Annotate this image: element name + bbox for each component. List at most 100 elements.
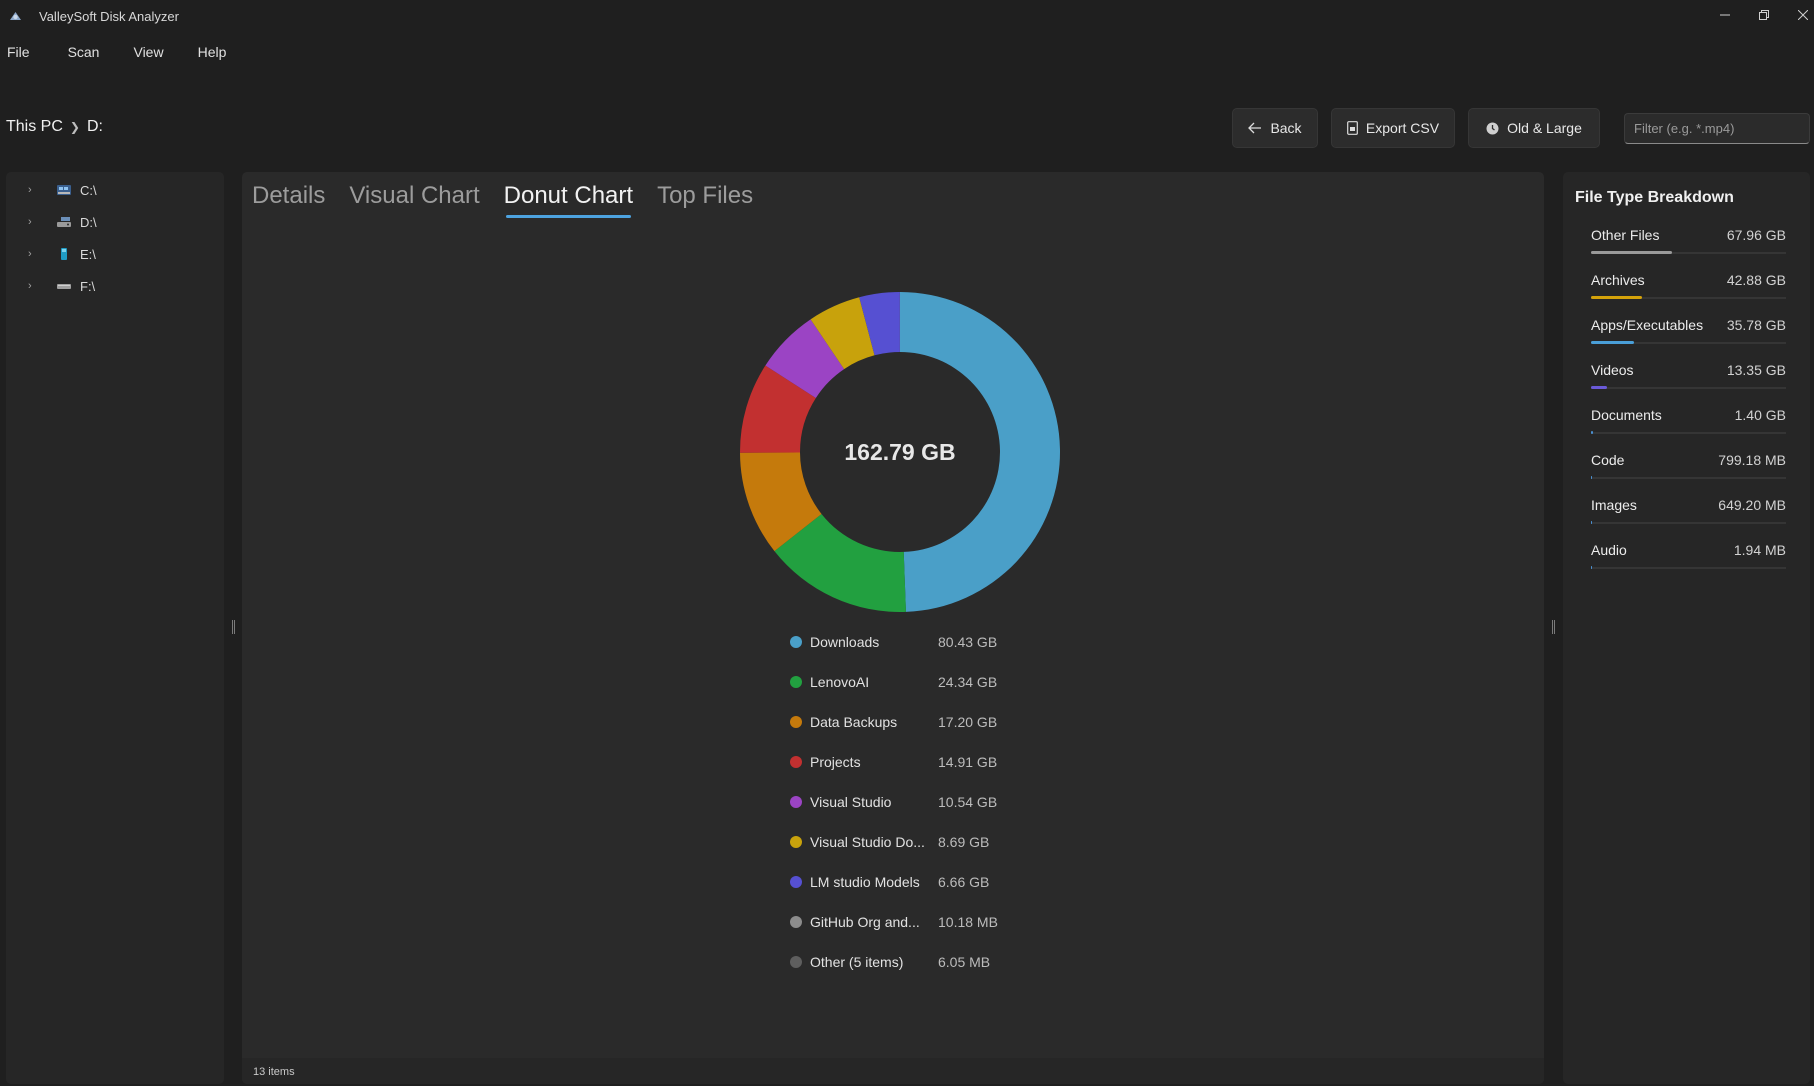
- donut-slice-0[interactable]: [900, 292, 1061, 612]
- file-type-row[interactable]: Archives 42.88 GB: [1591, 272, 1786, 312]
- app-title: ValleySoft Disk Analyzer: [39, 9, 179, 24]
- file-type-bar: [1591, 521, 1786, 524]
- donut-slice-6[interactable]: [859, 292, 900, 356]
- file-type-size: 649.20 MB: [1718, 497, 1786, 513]
- legend-size: 6.05 MB: [938, 954, 991, 970]
- legend-size: 10.54 GB: [938, 794, 998, 810]
- removable-drive-icon: [57, 284, 71, 289]
- tab-details[interactable]: Details: [252, 182, 326, 209]
- donut-slice-2[interactable]: [740, 452, 822, 552]
- tab-visual-chart[interactable]: Visual Chart: [349, 182, 480, 209]
- file-type-title: File Type Breakdown: [1575, 189, 1734, 206]
- menu-scan[interactable]: Scan: [67, 44, 100, 60]
- file-type-bar: [1591, 566, 1786, 569]
- file-type-bar-fill: [1591, 521, 1592, 524]
- file-type-size: 42.88 GB: [1726, 272, 1786, 288]
- chevron-right-icon[interactable]: ›: [28, 248, 32, 260]
- menu-view[interactable]: View: [133, 44, 164, 60]
- chevron-right-icon[interactable]: ›: [28, 184, 32, 196]
- file-type-bar: [1591, 431, 1786, 434]
- legend-item: GitHub Org and... 10.18 MB: [790, 912, 1030, 932]
- arrow-left-icon: [1248, 122, 1262, 134]
- legend-name: LenovoAI: [810, 674, 870, 690]
- donut-slice-3[interactable]: [740, 365, 816, 453]
- close-button[interactable]: [1780, 0, 1814, 30]
- legend-name: Downloads: [810, 634, 880, 650]
- file-type-row[interactable]: Videos 13.35 GB: [1591, 362, 1786, 402]
- legend-name: Visual Studio Do...: [810, 834, 925, 850]
- legend-size: 14.91 GB: [938, 754, 998, 770]
- export-csv-label: Export CSV: [1365, 120, 1440, 136]
- file-type-row[interactable]: Images 649.20 MB: [1591, 497, 1786, 537]
- file-type-row[interactable]: Apps/Executables 35.78 GB: [1591, 317, 1786, 357]
- tree-item-c[interactable]: › C:\: [28, 180, 97, 200]
- legend-size: 17.20 GB: [938, 714, 998, 730]
- legend-item: Downloads 80.43 GB: [790, 632, 1030, 652]
- tree-item-f[interactable]: › F:\: [28, 276, 95, 296]
- right-splitter-handle[interactable]: [1552, 620, 1555, 634]
- restore-button[interactable]: [1741, 0, 1787, 30]
- file-type-size: 13.35 GB: [1726, 362, 1786, 378]
- legend-name: LM studio Models: [810, 874, 920, 890]
- donut-chart-svg: [740, 292, 1061, 612]
- file-type-size: 67.96 GB: [1726, 227, 1786, 243]
- file-type-name: Documents: [1591, 407, 1662, 423]
- file-type-bar-fill: [1591, 431, 1593, 434]
- file-type-name: Code: [1591, 452, 1625, 468]
- title-bar: ValleySoft Disk Analyzer: [0, 0, 1814, 34]
- legend-dot: [790, 956, 802, 968]
- chevron-right-icon[interactable]: ›: [28, 216, 32, 228]
- file-type-name: Other Files: [1591, 227, 1660, 243]
- tree-item-d[interactable]: › D:\: [28, 212, 97, 232]
- legend-dot: [790, 836, 802, 848]
- item-count: 13 items: [253, 1066, 295, 1078]
- legend-dot: [790, 916, 802, 928]
- back-label: Back: [1270, 120, 1302, 136]
- legend-item: Data Backups 17.20 GB: [790, 712, 1030, 732]
- file-type-name: Videos: [1591, 362, 1634, 378]
- back-button[interactable]: Back: [1232, 108, 1318, 148]
- legend-dot: [790, 716, 802, 728]
- drive-tree-panel: › C:\ › D:\ › E:\ › F:\: [6, 172, 224, 1084]
- file-type-row[interactable]: Other Files 67.96 GB: [1591, 227, 1786, 267]
- left-splitter-handle[interactable]: [232, 620, 235, 634]
- usb-drive-icon: [61, 248, 67, 260]
- tree-label: F:\: [80, 278, 96, 294]
- donut-slice-1[interactable]: [774, 513, 906, 612]
- tree-label: D:\: [80, 214, 97, 230]
- status-bar: 13 items: [242, 1058, 1544, 1084]
- view-tabs: Details Visual Chart Donut Chart Top Fil…: [252, 182, 777, 218]
- clock-icon: [1486, 122, 1499, 134]
- file-type-bar-fill: [1591, 341, 1634, 344]
- legend-item: LenovoAI 24.34 GB: [790, 672, 1030, 692]
- export-csv-button[interactable]: Export CSV: [1331, 108, 1455, 148]
- tab-donut-chart[interactable]: Donut Chart: [504, 182, 633, 218]
- filter-input[interactable]: [1624, 113, 1810, 144]
- tree-item-e[interactable]: › E:\: [28, 244, 96, 264]
- center-panel: Details Visual Chart Donut Chart Top Fil…: [242, 172, 1544, 1084]
- donut-slice-4[interactable]: [765, 319, 845, 398]
- file-type-bar-fill: [1591, 566, 1592, 569]
- old-large-label: Old & Large: [1507, 120, 1582, 136]
- old-large-button[interactable]: Old & Large: [1468, 108, 1600, 148]
- file-type-name: Audio: [1591, 542, 1627, 558]
- file-type-row[interactable]: Audio 1.94 MB: [1591, 542, 1786, 582]
- file-type-row[interactable]: Code 799.18 MB: [1591, 452, 1786, 492]
- donut-total: 162.79 GB: [844, 438, 956, 465]
- tab-top-files[interactable]: Top Files: [657, 182, 754, 209]
- legend-item: Visual Studio 10.54 GB: [790, 792, 1030, 812]
- chevron-right-icon[interactable]: ›: [28, 280, 32, 292]
- legend-name: Visual Studio: [810, 794, 892, 810]
- close-icon: [1798, 10, 1808, 20]
- menu-help[interactable]: Help: [197, 44, 227, 60]
- donut-chart: 162.79 GB: [730, 282, 1070, 622]
- legend-name: Other (5 items): [810, 954, 904, 970]
- file-type-row[interactable]: Documents 1.40 GB: [1591, 407, 1786, 447]
- minimize-button[interactable]: [1702, 0, 1748, 30]
- breadcrumb-this-pc[interactable]: This PC: [6, 118, 63, 135]
- breadcrumb-drive[interactable]: D:: [86, 118, 103, 135]
- menu-file[interactable]: File: [7, 44, 30, 60]
- donut-slice-5[interactable]: [810, 297, 875, 370]
- tree-label: E:\: [80, 246, 96, 262]
- legend-item: LM studio Models 6.66 GB: [790, 872, 1030, 892]
